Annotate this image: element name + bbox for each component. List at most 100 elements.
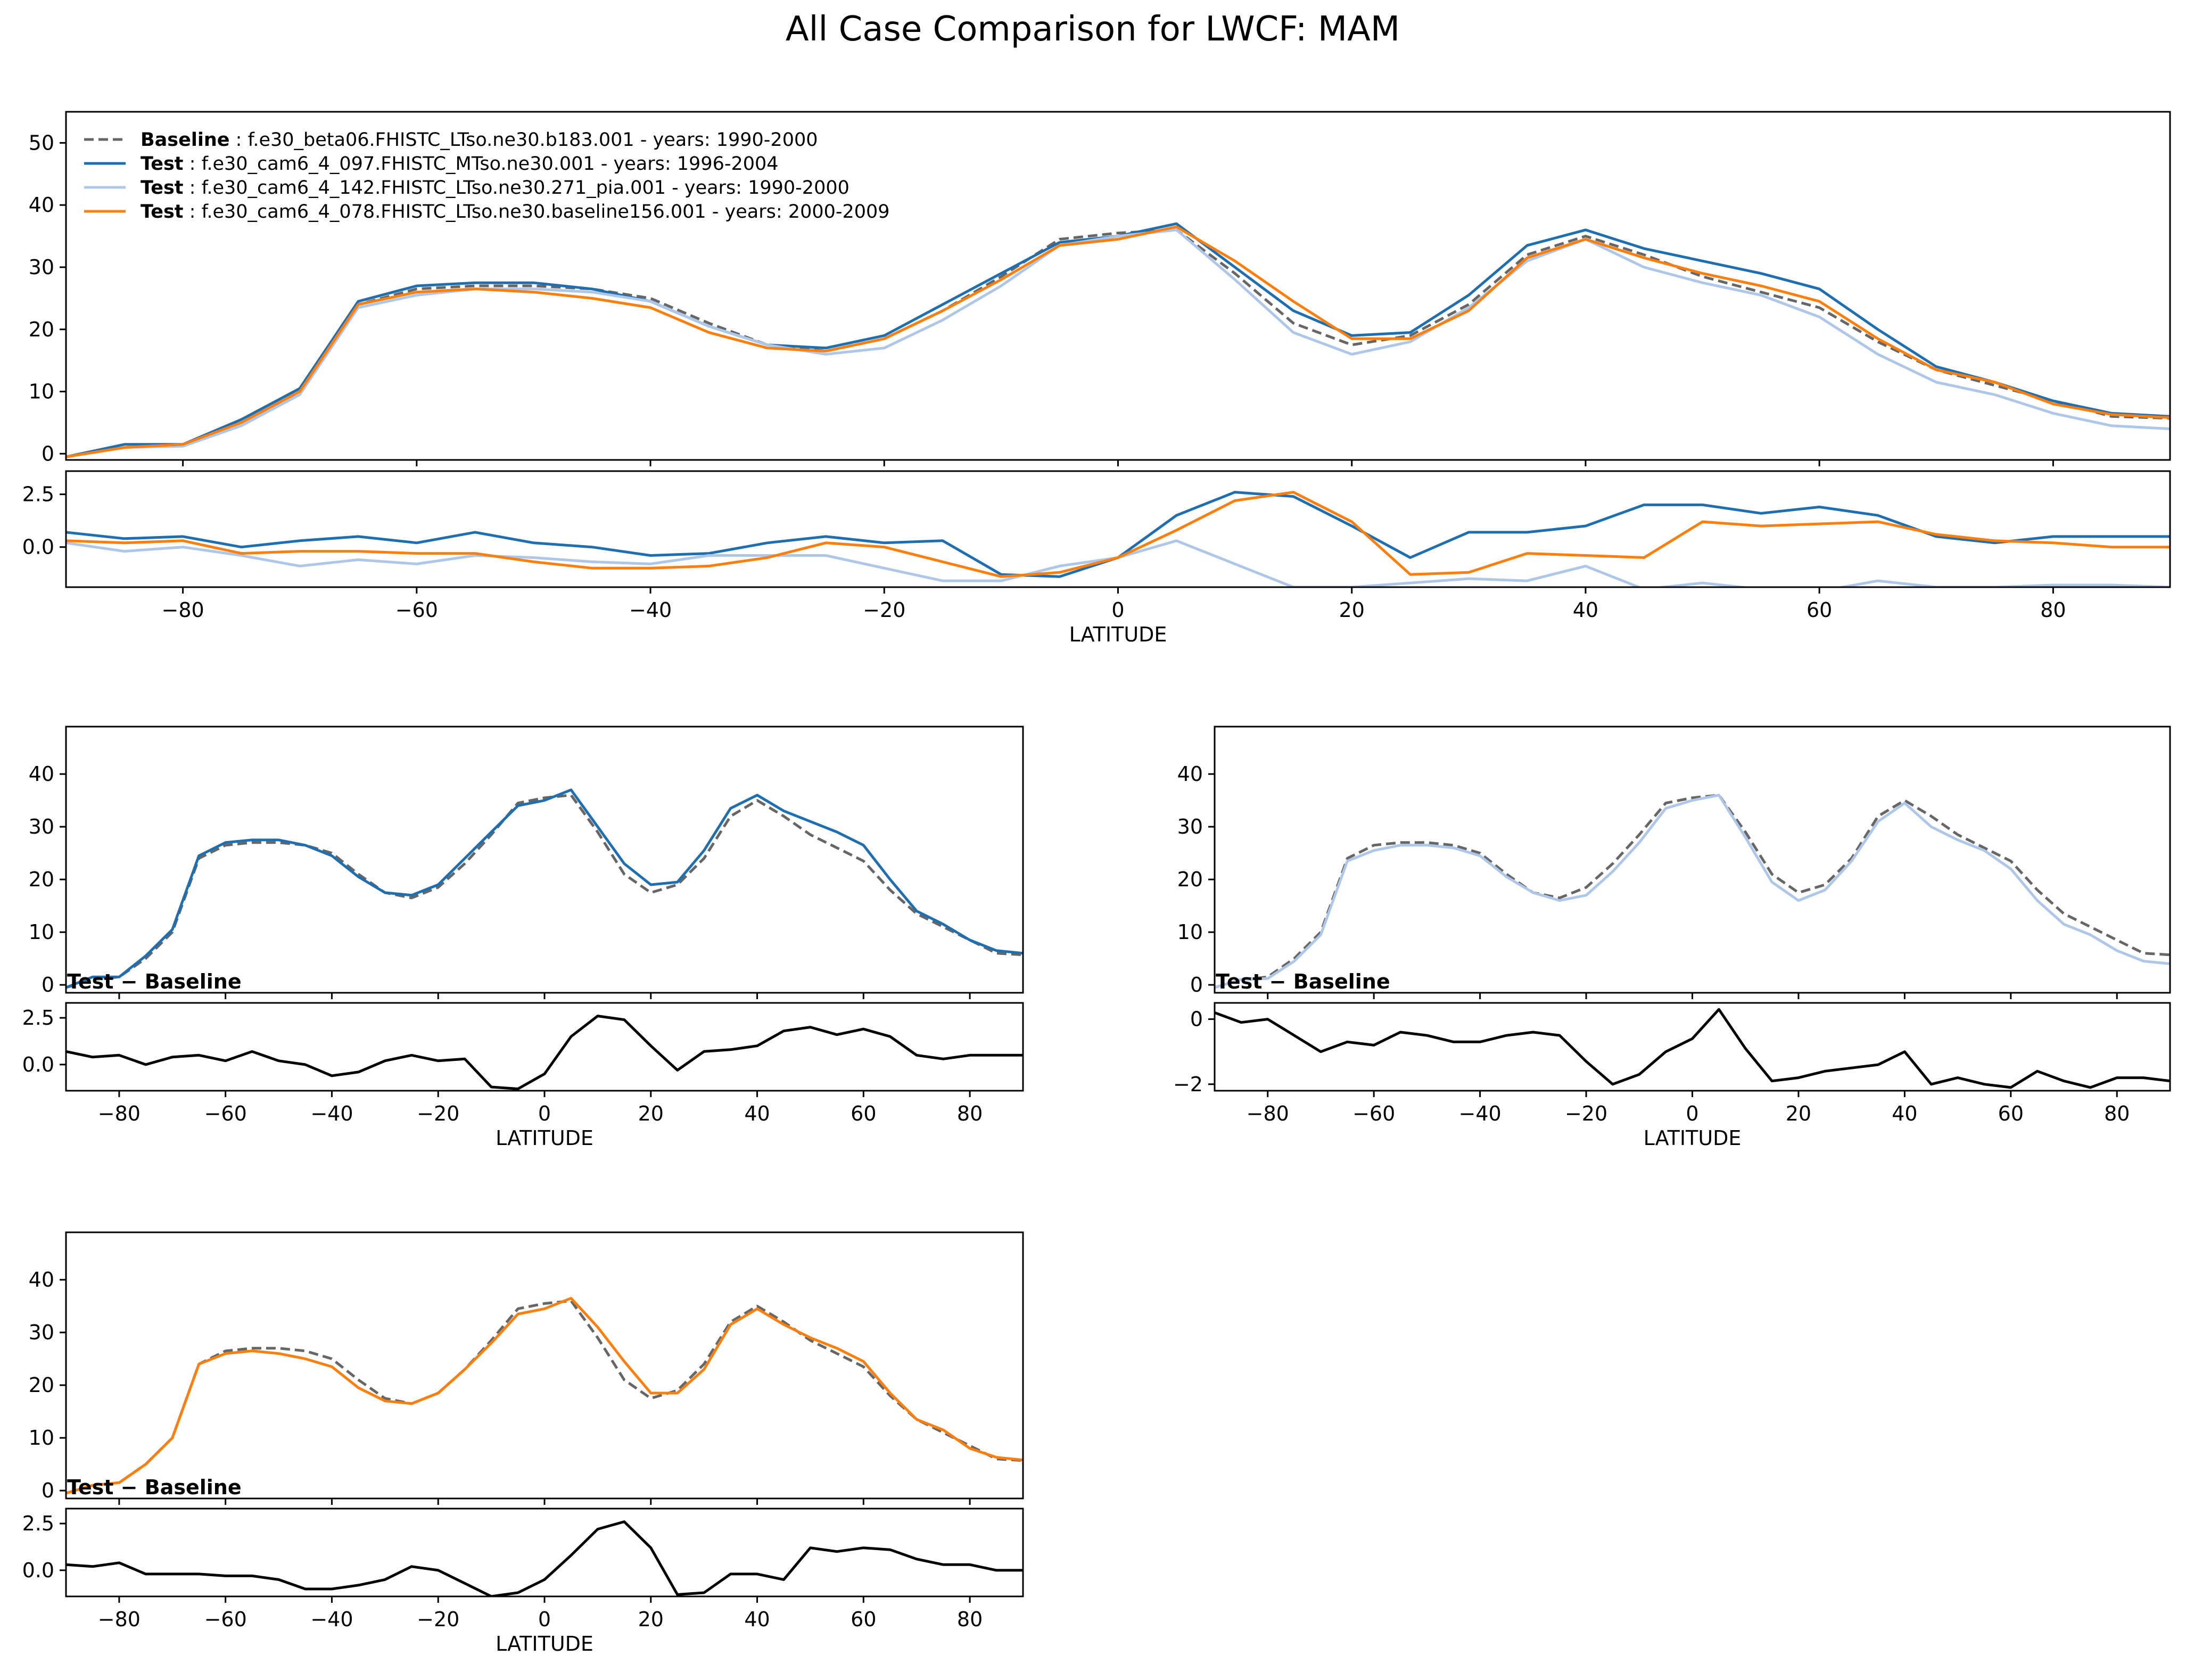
x-axis-label: LATITUDE: [496, 1126, 593, 1150]
legend-entry: Baseline : f.e30_beta06.FHISTC_LTso.ne30…: [141, 129, 818, 151]
series-line-baseline: [66, 228, 2170, 458]
x-tick-label: 20: [638, 1608, 664, 1631]
x-tick-label: 0: [538, 1608, 551, 1631]
sub-test-line: [66, 788, 1023, 989]
x-tick-label: 40: [1573, 598, 1598, 622]
x-tick-label: −20: [1565, 1102, 1607, 1125]
y-tick-label: 30: [29, 815, 54, 838]
x-tick-label: −60: [395, 598, 438, 622]
x-tick-label: −80: [98, 1608, 141, 1631]
x-tick-label: 80: [957, 1102, 983, 1125]
y-tick-label: 40: [29, 762, 54, 786]
diff-line-3: [66, 491, 2170, 578]
x-tick-label: −40: [629, 598, 672, 622]
y-tick-label: 50: [29, 131, 54, 154]
y-tick-label: 10: [1177, 920, 1203, 944]
sub-diff-line: [66, 1520, 1023, 1596]
sub-diff-panel-3: 0.0 2.5 −80 −60 −40 −20 0 20 40 60 80: [22, 1508, 1024, 1631]
diff-title-rest: − Baseline: [113, 970, 241, 993]
sub-panel-3: 0 10 20 30 40 Test − Baseline: [29, 1231, 1024, 1505]
diff-title-rest: − Baseline: [1262, 970, 1390, 993]
y-tick-label: 30: [29, 256, 54, 279]
x-tick-label: 40: [744, 1102, 770, 1125]
y-tick-label: 40: [29, 1268, 54, 1291]
y-tick-label: −2: [1173, 1073, 1203, 1096]
sub-test-line: [66, 1297, 1023, 1495]
y-tick-label: 2.5: [22, 1512, 54, 1535]
sub-diff-line: [1215, 1008, 2170, 1089]
sub-test-line: [1215, 794, 2170, 989]
x-tick-label: 60: [1806, 598, 1832, 622]
legend-entry-text: : f.e30_cam6_4_078.FHISTC_LTso.ne30.base…: [184, 201, 890, 223]
y-tick-label: 20: [29, 318, 54, 341]
y-tick-label: 0: [1190, 1008, 1203, 1031]
series-line-test-3: [66, 225, 2170, 458]
x-tick-label: 0: [1111, 598, 1124, 622]
x-tick-label: −20: [863, 598, 905, 622]
sub-diff-line: [66, 1015, 1023, 1090]
x-tick-label: 60: [851, 1102, 876, 1125]
y-tick-label: 10: [29, 1426, 54, 1450]
x-tick-label: 0: [538, 1102, 551, 1125]
x-tick-label: 80: [2104, 1102, 2130, 1125]
legend-entry-bold: Test: [141, 177, 184, 199]
sub-baseline-line: [1215, 794, 2170, 989]
y-tick-label: 0: [1190, 973, 1203, 997]
x-tick-label: 20: [1786, 1102, 1811, 1125]
y-tick-label: 40: [1177, 762, 1203, 786]
diff-title-rest: − Baseline: [113, 1476, 241, 1499]
y-tick-label: 20: [1177, 868, 1203, 891]
y-tick-label: 30: [1177, 815, 1203, 838]
x-tick-label: 80: [957, 1608, 983, 1631]
x-tick-label: 20: [1339, 598, 1365, 622]
y-tick-label: 10: [29, 920, 54, 944]
legend-entry: Test : f.e30_cam6_4_142.FHISTC_LTso.ne30…: [141, 177, 849, 199]
x-tick-label: 60: [1998, 1102, 2024, 1125]
x-tick-label: −80: [1247, 1102, 1289, 1125]
y-tick-label: 0: [42, 442, 54, 465]
sub-diff-panel-2: −20−80 −60 −40 −20 0 20 40 60 80: [1173, 1002, 2171, 1125]
x-tick-label: −40: [1459, 1102, 1502, 1125]
x-axis-label: LATITUDE: [1644, 1126, 1742, 1150]
y-tick-label: 0: [42, 973, 54, 997]
top-diff-panel: 0.0 2.5 −80 −60 −40 −20 0 20 40 60 80: [22, 470, 2171, 622]
y-tick-label: 2.5: [22, 1006, 54, 1030]
y-tick-label: 10: [29, 380, 54, 403]
x-tick-label: −60: [204, 1102, 247, 1125]
legend-entry: Test : f.e30_cam6_4_078.FHISTC_LTso.ne30…: [141, 201, 890, 223]
x-tick-label: −60: [1352, 1102, 1395, 1125]
legend-entry-bold: Test: [141, 201, 184, 223]
diff-title-bold: Test: [67, 1476, 113, 1499]
x-tick-label: −80: [98, 1102, 141, 1125]
legend-entry-bold: Test: [141, 153, 184, 175]
diff-title-bold: Test: [67, 970, 113, 993]
sub-panel-2: 0 10 20 30 40 Test − Baseline: [1177, 726, 2171, 999]
diff-title: Test − Baseline: [1216, 970, 1390, 993]
legend-entry-text: : f.e30_cam6_4_142.FHISTC_LTso.ne30.271_…: [184, 177, 849, 199]
y-tick-label: 20: [29, 1373, 54, 1397]
legend-entry-bold: Baseline: [141, 129, 230, 151]
sub-baseline-line: [66, 794, 1023, 989]
sub-diff-panel-1: 0.0 2.5 −80 −60 −40 −20 0 20 40 60 80: [22, 1002, 1024, 1125]
x-tick-label: 40: [1892, 1102, 1917, 1125]
diff-title: Test − Baseline: [67, 970, 242, 993]
sub-panel-1: 0 10 20 30 40 Test − Baseline: [29, 726, 1024, 999]
y-tick-label: 0: [42, 1479, 54, 1502]
x-tick-label: 0: [1686, 1102, 1698, 1125]
x-tick-label: 80: [2040, 598, 2066, 622]
x-axis-label: LATITUDE: [496, 1632, 593, 1656]
legend: Baseline : f.e30_beta06.FHISTC_LTso.ne30…: [84, 129, 890, 223]
legend-entry-text: : f.e30_beta06.FHISTC_LTso.ne30.b183.001…: [230, 129, 818, 151]
x-tick-label: −80: [162, 598, 204, 622]
y-tick-label: 0.0: [22, 536, 54, 559]
y-tick-label: 0.0: [22, 1053, 54, 1076]
y-tick-label: 40: [29, 193, 54, 217]
legend-entry-text: : f.e30_cam6_4_097.FHISTC_MTso.ne30.001 …: [184, 153, 779, 175]
x-tick-label: 60: [851, 1608, 876, 1631]
x-axis-label: LATITUDE: [1069, 623, 1167, 646]
y-tick-label: 30: [29, 1321, 54, 1344]
diff-title: Test − Baseline: [67, 1476, 242, 1499]
legend-entry: Test : f.e30_cam6_4_097.FHISTC_MTso.ne30…: [141, 153, 779, 175]
series-line-test-2: [66, 228, 2170, 458]
